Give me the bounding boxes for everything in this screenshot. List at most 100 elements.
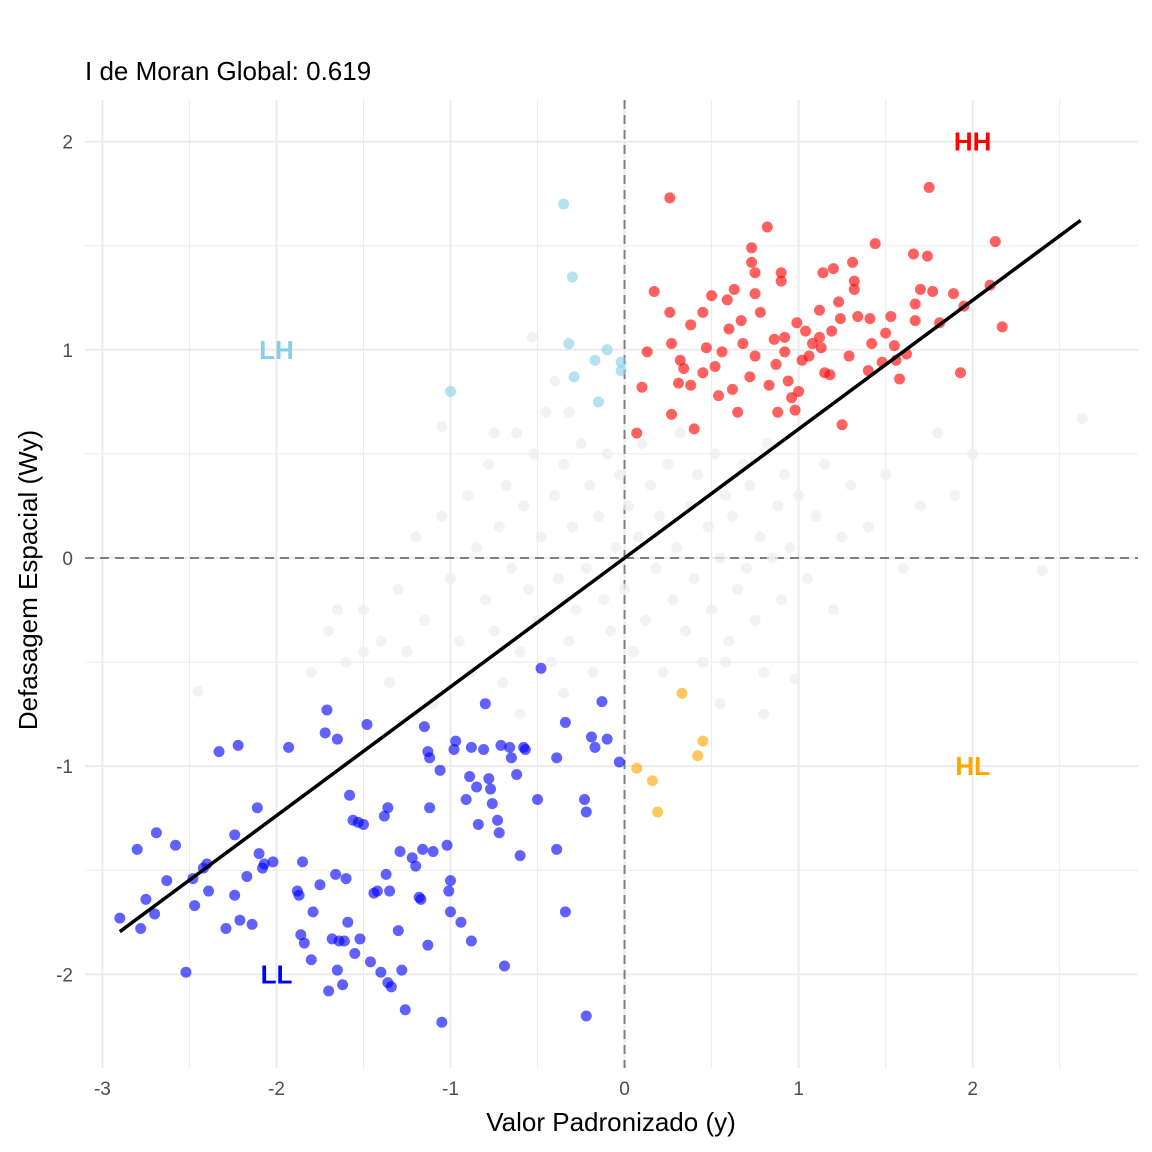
point-ns bbox=[331, 604, 343, 616]
point-ns bbox=[479, 594, 491, 606]
point-ll bbox=[448, 743, 460, 755]
point-ns bbox=[453, 635, 465, 647]
point-ll bbox=[410, 860, 422, 872]
point-ns bbox=[914, 500, 926, 512]
point-ll bbox=[441, 839, 453, 851]
point-ll bbox=[220, 923, 232, 935]
point-ll bbox=[483, 773, 495, 785]
y-axis-ticks: -2 -1 0 1 2 bbox=[56, 133, 73, 987]
point-ns bbox=[632, 531, 644, 543]
point-ll bbox=[297, 856, 309, 868]
point-ll bbox=[293, 889, 305, 901]
point-hh bbox=[909, 298, 921, 310]
point-hh bbox=[749, 350, 761, 362]
point-ll bbox=[241, 870, 253, 882]
point-ns bbox=[657, 666, 669, 678]
point-hh bbox=[636, 381, 648, 393]
point-ns bbox=[706, 604, 718, 616]
point-ns bbox=[775, 594, 787, 606]
point-ns bbox=[357, 646, 369, 658]
point-ll bbox=[340, 873, 352, 885]
point-lh bbox=[601, 344, 613, 356]
x-tick-label: -1 bbox=[442, 1079, 459, 1100]
point-ll bbox=[580, 806, 592, 818]
point-ns bbox=[598, 594, 610, 606]
point-ll bbox=[399, 1004, 411, 1016]
point-ns bbox=[497, 677, 509, 689]
point-lh bbox=[589, 354, 601, 366]
point-ll bbox=[417, 843, 429, 855]
point-ll bbox=[349, 948, 361, 960]
point-ns bbox=[584, 479, 596, 491]
point-ns bbox=[836, 531, 848, 543]
point-ns bbox=[679, 625, 691, 637]
point-ll bbox=[396, 964, 408, 976]
y-tick-label: 1 bbox=[62, 341, 73, 362]
point-ns bbox=[566, 521, 578, 533]
point-ll bbox=[491, 814, 503, 826]
point-ll bbox=[229, 889, 241, 901]
point-ll bbox=[478, 743, 490, 755]
point-hh bbox=[763, 379, 775, 391]
point-ns bbox=[720, 490, 732, 502]
point-ns bbox=[749, 614, 761, 626]
point-ll bbox=[613, 756, 625, 768]
point-ns bbox=[500, 479, 512, 491]
point-ll bbox=[150, 827, 162, 839]
point-hh bbox=[673, 377, 685, 389]
point-hl bbox=[692, 750, 704, 762]
point-hh bbox=[746, 256, 758, 268]
x-tick-label: 2 bbox=[967, 1079, 978, 1100]
point-lh bbox=[558, 198, 570, 210]
point-ll bbox=[361, 719, 373, 731]
point-ns bbox=[622, 500, 634, 512]
point-ll bbox=[479, 698, 491, 710]
point-hh bbox=[786, 392, 798, 404]
point-ll bbox=[551, 843, 563, 855]
point-ll bbox=[514, 850, 526, 862]
point-hh bbox=[782, 375, 794, 387]
y-tick-label: -2 bbox=[56, 965, 73, 986]
point-hh bbox=[800, 325, 812, 337]
point-hh bbox=[761, 221, 773, 233]
point-ll bbox=[135, 923, 147, 935]
point-lh bbox=[615, 356, 627, 368]
point-hh bbox=[833, 296, 845, 308]
point-hh bbox=[864, 313, 876, 325]
point-ll bbox=[375, 966, 387, 978]
point-ll bbox=[170, 839, 182, 851]
point-ns bbox=[401, 646, 413, 658]
quadrant-label-hl: HL bbox=[955, 751, 990, 781]
point-ns bbox=[613, 469, 625, 481]
point-ll bbox=[472, 818, 484, 830]
point-ns bbox=[526, 331, 538, 343]
point-ns bbox=[493, 521, 505, 533]
point-ll bbox=[498, 960, 510, 972]
point-hh bbox=[847, 256, 859, 268]
point-ll bbox=[298, 937, 310, 949]
point-ll bbox=[371, 885, 383, 897]
point-ns bbox=[540, 406, 552, 418]
point-ns bbox=[445, 573, 457, 585]
point-ns bbox=[514, 646, 526, 658]
quadrant-label-ll: LL bbox=[261, 959, 293, 989]
point-hl bbox=[631, 762, 643, 774]
x-tick-label: -2 bbox=[268, 1079, 285, 1100]
point-ns bbox=[471, 542, 483, 554]
point-ns bbox=[192, 685, 204, 697]
point-ll bbox=[455, 916, 467, 928]
point-ns bbox=[784, 542, 796, 554]
point-ns bbox=[587, 666, 599, 678]
y-tick-label: 2 bbox=[62, 133, 73, 154]
point-ns bbox=[462, 490, 474, 502]
point-ns bbox=[563, 406, 575, 418]
point-hh bbox=[813, 304, 825, 316]
point-ll bbox=[203, 885, 215, 897]
point-hh bbox=[880, 327, 892, 339]
point-ns bbox=[610, 542, 622, 554]
point-hh bbox=[866, 338, 878, 350]
point-hh bbox=[697, 367, 709, 379]
point-ll bbox=[551, 752, 563, 764]
point-ll bbox=[427, 846, 439, 858]
point-ll bbox=[246, 918, 258, 930]
